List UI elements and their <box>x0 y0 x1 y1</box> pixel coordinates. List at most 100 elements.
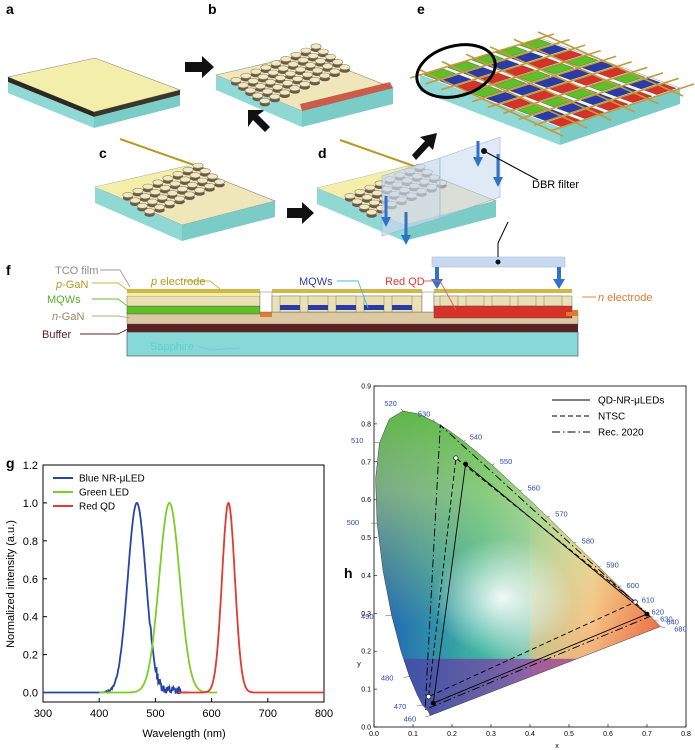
nanorod <box>166 190 178 197</box>
spectrum-line <box>43 501 190 695</box>
pixel-stripe <box>572 107 605 119</box>
nanorod <box>129 197 141 204</box>
nanorod <box>194 187 206 194</box>
nanorod <box>204 183 216 189</box>
y-tick-label: 0.2 <box>23 650 38 662</box>
legend-label: Green LED <box>79 488 129 499</box>
cie-x-tick: 0.5 <box>564 731 574 738</box>
wafer-a <box>6 57 181 128</box>
nanorod <box>322 63 334 70</box>
nanorod <box>324 53 336 60</box>
cie-y-tick: 0.8 <box>361 421 371 428</box>
cie-gamut-triangles <box>424 424 651 711</box>
nanorod <box>307 52 319 59</box>
label-mqws-mid: MQWs <box>299 276 333 288</box>
nanorod <box>230 77 242 83</box>
nanorod <box>182 166 194 173</box>
nanorod <box>237 82 249 89</box>
pixel-stripe <box>519 39 552 50</box>
nanorod <box>179 176 191 183</box>
red-nanorods <box>439 295 563 307</box>
nanorod <box>292 75 304 82</box>
nanorod <box>264 79 276 85</box>
pixel-stripe <box>596 99 629 111</box>
spectrum-line <box>177 501 324 694</box>
nanorod <box>146 198 158 205</box>
nanorod <box>260 64 272 71</box>
panel-label-a: a <box>6 1 14 17</box>
legend-label: QD-NR-μLEDs <box>598 396 664 407</box>
nanorod <box>259 97 271 104</box>
cie-y-tick: 0.9 <box>361 384 371 391</box>
nanorod <box>254 83 266 90</box>
leader-lines-f <box>80 269 596 351</box>
process-arrows <box>185 56 437 224</box>
nanorod <box>274 74 286 81</box>
pixel-stripe <box>604 85 637 98</box>
panel-label-d: d <box>318 145 327 161</box>
y-tick-label: 0.4 <box>23 612 38 624</box>
cie-y-tick: 0.5 <box>361 535 371 542</box>
label-n-electrode: n electrode <box>598 292 652 304</box>
nanorod <box>132 187 144 194</box>
pixel-stripe <box>470 86 503 98</box>
panel-label-h: h <box>344 565 353 581</box>
wafer-d <box>316 136 539 245</box>
nanorod <box>344 193 356 199</box>
nanorod <box>159 184 171 191</box>
electrode-wires-e <box>409 31 695 137</box>
nanorod <box>270 60 282 67</box>
cie-y-tick: 0.3 <box>361 611 371 618</box>
nanorod <box>184 191 196 198</box>
nanorod <box>267 69 279 76</box>
wafer-e <box>409 31 695 145</box>
dbr-filter-callout: DBR filter <box>532 179 579 191</box>
panel-label-g: g <box>6 455 15 471</box>
nanorod <box>144 208 156 215</box>
pixel-stripe <box>580 93 613 105</box>
cie-x-tick: 0.1 <box>408 731 418 738</box>
wavelength-label: 580 <box>582 536 595 545</box>
nanorod <box>366 209 378 216</box>
wavelength-label: 630 <box>660 614 673 623</box>
nanorod <box>319 72 331 79</box>
nanorod <box>280 56 292 62</box>
y-tick-label: 1.0 <box>23 498 38 510</box>
wavelength-label: 560 <box>527 484 540 493</box>
nanorod <box>192 162 204 169</box>
nanorod <box>269 93 281 100</box>
nanorod <box>164 199 176 206</box>
nanorod <box>122 192 134 198</box>
label-n-gan: n-GaN <box>52 311 84 323</box>
cie-y-tick: 0.2 <box>361 649 371 656</box>
x-tick-label: 500 <box>146 708 164 720</box>
label-sapphire: Sapphire <box>150 341 194 353</box>
spectrum-legend: Blue NR-μLED Green LED Red QD <box>53 474 145 513</box>
legend-label: Rec. 2020 <box>598 428 644 439</box>
gamut-vertex <box>426 694 432 700</box>
gamut-vertex <box>430 700 436 706</box>
nanorod <box>162 175 174 182</box>
spectrum-axes: 300 400 500 600 700 800 0.0 0.2 0.4 0.6 0.8 1.0 1.2 <box>23 460 333 720</box>
nanorod <box>297 57 309 63</box>
nanorod <box>244 87 256 94</box>
cie-x-tick: 0.8 <box>681 731 691 738</box>
nanorod <box>290 51 302 58</box>
y-tick-label: 0.8 <box>23 536 38 548</box>
nanorod <box>250 68 262 75</box>
gamut-vertex <box>453 455 459 461</box>
nanorod <box>189 172 201 179</box>
gamut-vertex <box>644 611 650 617</box>
nanorod <box>287 61 299 68</box>
cie-y-tick: 0.1 <box>361 687 371 694</box>
cie-x-tick: 0.6 <box>603 731 613 738</box>
pixel-stripe <box>447 61 480 73</box>
cie-legend: QD-NR-μLEDs NTSC Rec. 2020 <box>552 396 664 439</box>
nanorod <box>199 168 211 174</box>
nanorod <box>304 62 316 69</box>
spectrum-plot-area <box>42 464 325 703</box>
nanorod <box>361 194 373 201</box>
nanorod <box>142 183 154 190</box>
x-tick-label: 600 <box>202 708 220 720</box>
nanorod <box>294 66 306 73</box>
